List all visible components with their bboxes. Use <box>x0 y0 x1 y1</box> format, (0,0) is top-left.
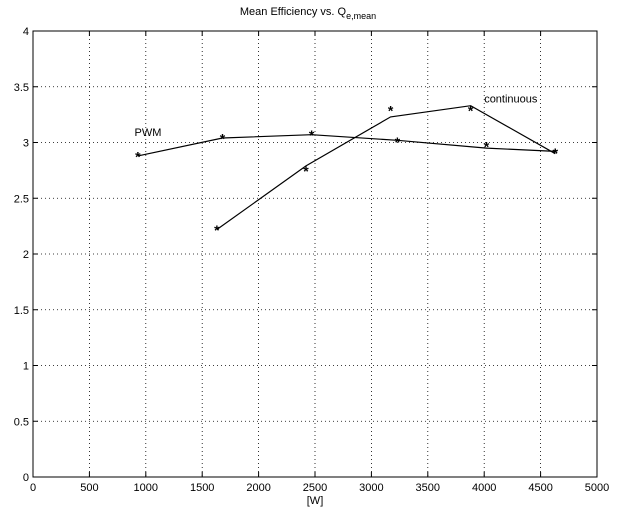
x-tick-label: 5000 <box>585 482 609 494</box>
data-point-continuous: * <box>214 222 220 238</box>
x-tick-label: 0 <box>30 482 36 494</box>
y-tick-labels: 0 0.5 1 1.5 2 2.5 3 3.5 4 <box>14 26 29 484</box>
x-tick-label: 2000 <box>246 482 270 494</box>
x-tick-label: 3500 <box>416 482 440 494</box>
x-tick-label: 4000 <box>472 482 496 494</box>
x-tick-label: 3000 <box>359 482 383 494</box>
y-tick-label: 0.5 <box>14 416 29 428</box>
data-point-pwm: * <box>395 134 401 150</box>
series-line-continuous <box>216 105 556 230</box>
data-point-pwm: * <box>135 148 141 164</box>
x-tick-label: 1000 <box>134 482 158 494</box>
data-series: ** * * * **** ** <box>135 103 558 238</box>
series-label-continuous: continuous <box>484 93 538 105</box>
y-tick-label: 3 <box>23 138 29 150</box>
chart-title-main: Mean Efficiency vs. Q <box>240 6 347 18</box>
y-tick-label: 2.5 <box>14 193 29 205</box>
y-tick-label: 4 <box>23 26 29 38</box>
data-point-pwm: * <box>309 127 315 143</box>
data-point-pwm: * <box>484 138 490 154</box>
y-tick-label: 2 <box>23 249 29 261</box>
data-point-continuous: * <box>468 103 474 119</box>
x-tick-label: 4500 <box>528 482 552 494</box>
chart-title: Mean Efficiency vs. Qe,mean <box>240 6 376 21</box>
y-tick-label: 0 <box>23 472 29 484</box>
y-tick-label: 1 <box>23 361 29 373</box>
y-tick-label: 3.5 <box>14 82 29 94</box>
x-tick-label: 1500 <box>190 482 214 494</box>
x-tick-label: 500 <box>80 482 98 494</box>
y-tick-label: 1.5 <box>14 305 29 317</box>
data-point-continuous: * <box>388 103 394 119</box>
data-point-continuous: * <box>303 163 309 179</box>
axis-ticks <box>32 30 598 478</box>
series-line-pwm <box>137 134 556 157</box>
data-point-pwm: * <box>553 145 559 161</box>
x-axis-label: [W] <box>307 495 324 507</box>
x-tick-label: 2500 <box>303 482 327 494</box>
data-point-pwm: * <box>220 131 226 147</box>
data-point-continuous: * <box>553 145 559 161</box>
chart-title-subscript: e,mean <box>346 11 376 21</box>
series-label-pwm: PWM <box>135 127 162 139</box>
x-tick-labels: 0 500 1000 1500 2000 2500 3000 3500 4000 4500 5000 <box>30 482 609 494</box>
